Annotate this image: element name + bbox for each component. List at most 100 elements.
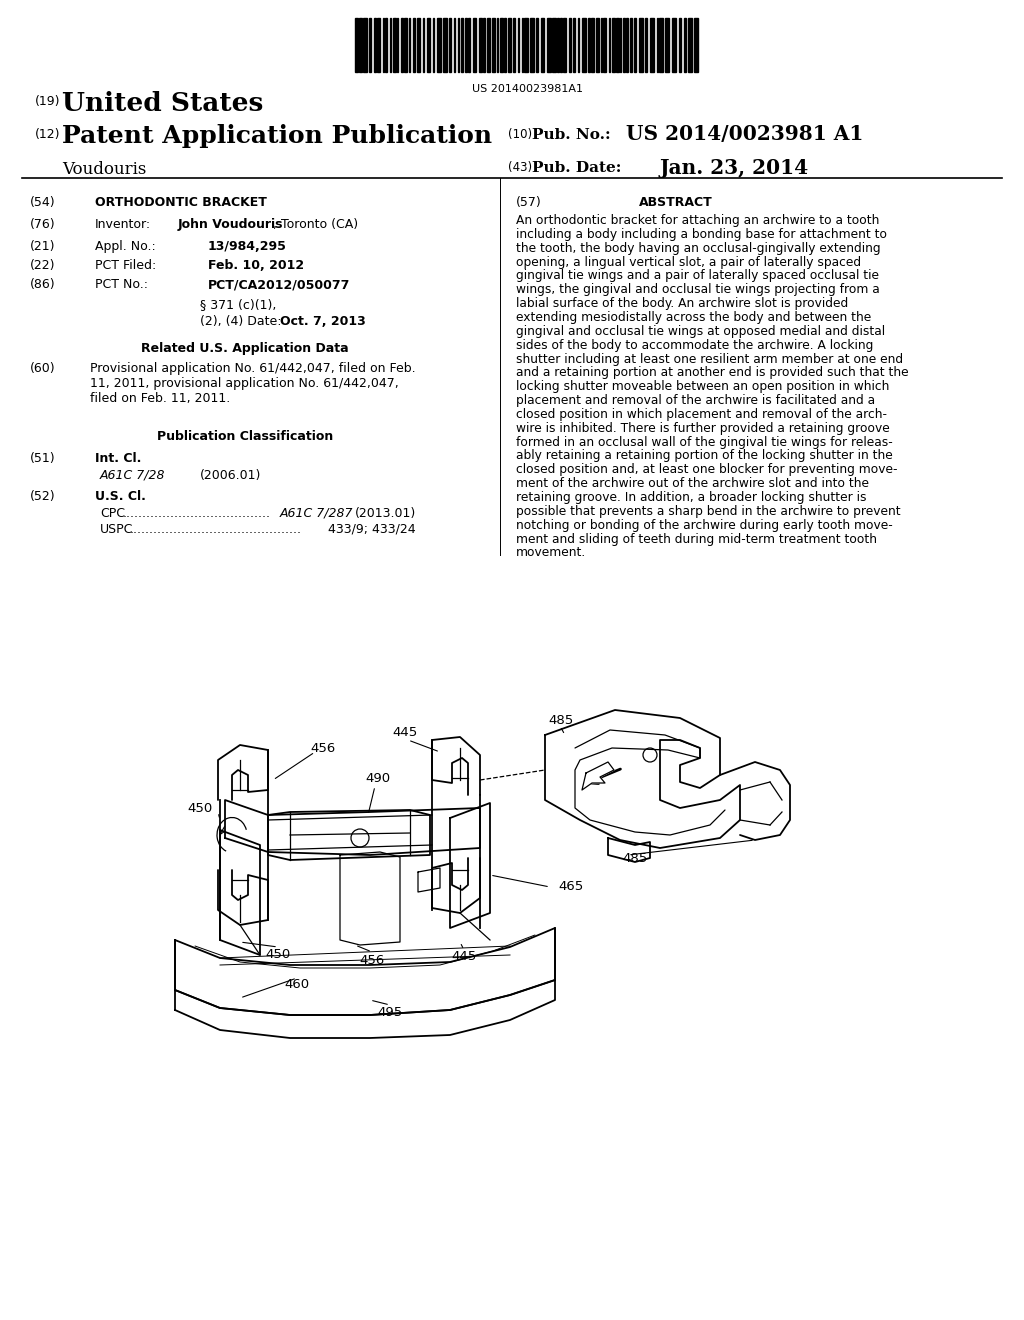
Bar [639, 18, 642, 73]
Bar [413, 18, 415, 73]
Text: 485: 485 [548, 714, 573, 726]
Text: (22): (22) [30, 259, 55, 272]
Bar [377, 18, 380, 73]
Text: PCT No.:: PCT No.: [95, 279, 148, 290]
Text: Voudouris: Voudouris [62, 161, 146, 178]
Text: possible that prevents a sharp bend in the archwire to prevent: possible that prevents a sharp bend in t… [516, 504, 901, 517]
Text: Pub. Date:: Pub. Date: [532, 161, 622, 176]
Text: Int. Cl.: Int. Cl. [95, 451, 141, 465]
Bar [374, 18, 376, 73]
Text: (2013.01): (2013.01) [355, 507, 416, 520]
Bar [541, 18, 544, 73]
Text: (57): (57) [516, 195, 542, 209]
Bar [616, 18, 618, 73]
Text: labial surface of the body. An archwire slot is provided: labial surface of the body. An archwire … [516, 297, 848, 310]
Text: closed position and, at least one blocker for preventing move-: closed position and, at least one blocke… [516, 463, 897, 477]
Bar [359, 18, 361, 73]
Text: the tooth, the body having an occlusal-gingivally extending: the tooth, the body having an occlusal-g… [516, 242, 881, 255]
Bar [524, 18, 528, 73]
Polygon shape [582, 762, 614, 789]
Bar [588, 18, 590, 73]
Bar [521, 18, 523, 73]
Bar [693, 18, 697, 73]
Bar [449, 18, 451, 73]
Text: shutter including at least one resilient arm member at one end: shutter including at least one resilient… [516, 352, 903, 366]
Bar [472, 18, 475, 73]
Bar [684, 18, 686, 73]
Bar [630, 18, 632, 73]
Text: gingival tie wings and a pair of laterally spaced occlusal tie: gingival tie wings and a pair of lateral… [516, 269, 879, 282]
Text: USPC: USPC [100, 523, 133, 536]
Text: ...........................................: ........................................… [130, 523, 302, 536]
Text: Oct. 7, 2013: Oct. 7, 2013 [280, 315, 366, 327]
Text: ment of the archwire out of the archwire slot and into the: ment of the archwire out of the archwire… [516, 477, 869, 490]
Bar [530, 18, 534, 73]
Text: § 371 (c)(1),: § 371 (c)(1), [200, 298, 276, 312]
Bar [679, 18, 681, 73]
Text: extending mesiodistally across the body and between the: extending mesiodistally across the body … [516, 312, 871, 323]
Text: Jan. 23, 2014: Jan. 23, 2014 [660, 158, 809, 178]
Text: 445: 445 [392, 726, 418, 738]
Text: 460: 460 [285, 978, 309, 991]
Bar [536, 18, 538, 73]
Text: (86): (86) [30, 279, 55, 290]
Bar [392, 18, 395, 73]
Bar [504, 18, 506, 73]
Bar [417, 18, 420, 73]
Bar [603, 18, 605, 73]
Text: Feb. 10, 2012: Feb. 10, 2012 [208, 259, 304, 272]
Text: 450: 450 [187, 801, 213, 814]
Text: (10): (10) [508, 128, 532, 141]
Text: United States: United States [62, 91, 263, 116]
Text: (43): (43) [508, 161, 532, 174]
Text: Provisional application No. 61/442,047, filed on Feb.: Provisional application No. 61/442,047, … [90, 362, 416, 375]
Text: US 20140023981A1: US 20140023981A1 [471, 84, 583, 94]
Bar [547, 18, 551, 73]
Bar [486, 18, 489, 73]
Text: A61C 7/28: A61C 7/28 [100, 469, 166, 482]
Text: (21): (21) [30, 240, 55, 253]
Text: ment and sliding of teeth during mid-term treatment tooth: ment and sliding of teeth during mid-ter… [516, 532, 877, 545]
Bar [596, 18, 598, 73]
Text: 13/984,295: 13/984,295 [208, 240, 287, 253]
Bar [355, 18, 358, 73]
Text: (2006.01): (2006.01) [200, 469, 261, 482]
Bar [612, 18, 614, 73]
Text: placement and removal of the archwire is facilitated and a: placement and removal of the archwire is… [516, 395, 876, 407]
Text: (54): (54) [30, 195, 55, 209]
Bar [572, 18, 575, 73]
Bar [396, 18, 398, 73]
Text: U.S. Cl.: U.S. Cl. [95, 490, 145, 503]
Text: formed in an occlusal wall of the gingival tie wings for releas-: formed in an occlusal wall of the gingiv… [516, 436, 893, 449]
Bar [454, 18, 455, 73]
Text: ORTHODONTIC BRACKET: ORTHODONTIC BRACKET [95, 195, 267, 209]
Bar [461, 18, 463, 73]
Bar [658, 18, 663, 73]
Text: closed position in which placement and removal of the arch-: closed position in which placement and r… [516, 408, 887, 421]
Text: 456: 456 [310, 742, 336, 755]
Bar [508, 18, 511, 73]
Bar [626, 18, 628, 73]
Bar [432, 18, 434, 73]
Text: A61C 7/287: A61C 7/287 [280, 507, 353, 520]
Bar [404, 18, 407, 73]
Text: Appl. No.:: Appl. No.: [95, 240, 156, 253]
Text: (2), (4) Date:: (2), (4) Date: [200, 315, 282, 327]
Bar [649, 18, 653, 73]
Text: Related U.S. Application Data: Related U.S. Application Data [141, 342, 349, 355]
Text: sides of the body to accommodate the archwire. A locking: sides of the body to accommodate the arc… [516, 339, 873, 351]
Bar [563, 18, 566, 73]
Text: gingival and occlusal tie wings at opposed medial and distal: gingival and occlusal tie wings at oppos… [516, 325, 885, 338]
Text: Publication Classification: Publication Classification [157, 430, 333, 444]
Bar [427, 18, 429, 73]
Text: 433/9; 433/24: 433/9; 433/24 [328, 523, 416, 536]
Bar [568, 18, 571, 73]
Text: 465: 465 [558, 880, 584, 894]
Bar [688, 18, 692, 73]
Text: and a retaining portion at another end is provided such that the: and a retaining portion at another end i… [516, 367, 908, 379]
Text: (51): (51) [30, 451, 55, 465]
Bar [409, 18, 410, 73]
Bar [672, 18, 676, 73]
Text: ABSTRACT: ABSTRACT [639, 195, 713, 209]
Text: 450: 450 [265, 949, 291, 961]
